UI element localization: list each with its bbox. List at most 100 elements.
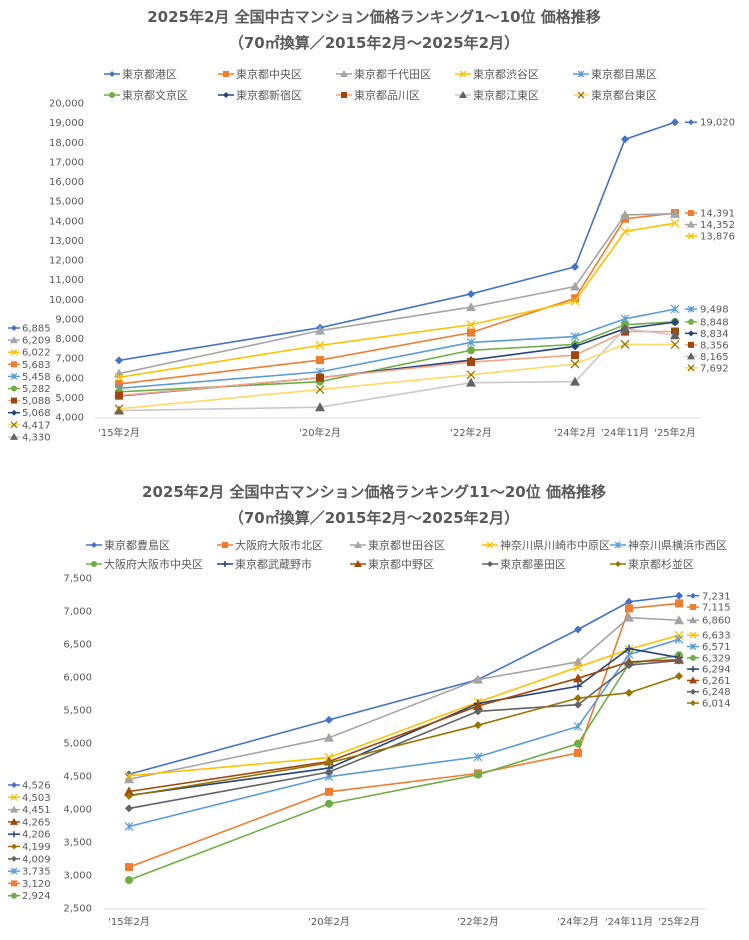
y-tick-label: 6,000 <box>63 673 92 684</box>
legend-marker-icon <box>614 541 622 549</box>
legend-marker-icon <box>577 70 585 78</box>
label-marker-icon <box>11 782 17 788</box>
label-marker-icon <box>687 364 695 372</box>
series-line <box>128 594 680 776</box>
data-point <box>125 791 133 800</box>
end-value-text: 14,352 <box>700 220 735 231</box>
data-point <box>316 356 324 365</box>
data-point <box>124 771 134 781</box>
label-marker-icon <box>10 793 18 801</box>
chart-1: 2025年2月 全国中古マンション価格ランキング1～10位 価格推移 （70㎡換… <box>8 8 735 443</box>
start-value-text: 6,209 <box>22 336 51 347</box>
data-point <box>574 694 582 703</box>
y-tick-label: 15,000 <box>49 197 84 208</box>
series-大阪府大阪市中央区 <box>125 651 683 885</box>
data-point <box>675 672 683 681</box>
y-tick-label: 4,500 <box>63 772 92 783</box>
data-point <box>466 320 476 330</box>
legend-label: 東京都中央区 <box>236 67 302 81</box>
start-value-label: 3,120 <box>8 879 51 890</box>
y-tick-label: 19,000 <box>49 118 84 129</box>
y-tick-label: 6,000 <box>55 373 84 384</box>
series-東京都武蔵野市 <box>125 644 683 800</box>
data-point <box>624 612 634 622</box>
data-point <box>467 289 475 298</box>
label-marker-icon <box>690 700 696 707</box>
series-東京都台東区 <box>114 339 680 414</box>
label-marker-icon <box>10 867 18 875</box>
data-point <box>325 787 333 796</box>
data-point <box>574 625 582 634</box>
legend-label: 東京都千代田区 <box>354 67 431 81</box>
x-tick-label: '20年2月 <box>299 426 341 439</box>
label-marker-icon <box>687 232 695 240</box>
start-value-text: 2,924 <box>22 891 51 902</box>
x-tick-label: '15年2月 <box>98 426 140 439</box>
end-value-label: 14,352 <box>685 220 735 231</box>
legend-marker-icon <box>341 92 347 98</box>
legend-marker-icon <box>223 71 229 77</box>
label-marker-icon <box>687 352 695 360</box>
y-tick-label: 5,500 <box>63 706 92 717</box>
start-value-text: 5,458 <box>22 372 51 383</box>
start-value-text: 6,885 <box>22 324 51 335</box>
legend-label: 神奈川県横浜市西区 <box>628 538 727 552</box>
data-point <box>573 673 583 683</box>
y-tick-label: 7,000 <box>55 354 84 365</box>
legend-marker-icon <box>109 71 115 77</box>
legend-label: 大阪府大阪市北区 <box>235 538 323 552</box>
data-point <box>325 799 333 808</box>
x-tick-label: '15年2月 <box>108 915 150 928</box>
legend-marker-icon <box>340 70 348 77</box>
y-tick-label: 4,000 <box>63 805 92 816</box>
data-point <box>574 682 582 691</box>
label-marker-icon <box>11 855 17 862</box>
series-東京都墨田区 <box>125 656 683 813</box>
legend-marker-icon <box>222 561 228 567</box>
label-marker-icon <box>11 831 17 838</box>
legend-item: 東京都豊島区 <box>86 538 170 552</box>
label-marker-icon <box>690 666 696 673</box>
label-marker-icon <box>688 330 694 337</box>
data-point <box>473 674 483 684</box>
start-value-label: 4,330 <box>8 432 51 443</box>
data-point <box>473 701 483 711</box>
data-point <box>473 752 483 762</box>
data-point <box>114 404 124 414</box>
data-point <box>675 599 683 608</box>
label-marker-icon <box>10 817 18 825</box>
data-point <box>474 707 482 716</box>
legend-marker-icon <box>354 560 362 567</box>
series-line <box>118 213 676 375</box>
end-value-label: 6,014 <box>687 699 731 710</box>
end-value-label: 6,860 <box>687 616 731 627</box>
start-value-text: 3,735 <box>22 867 51 878</box>
start-value-label: 4,265 <box>8 817 51 828</box>
data-point <box>466 370 476 380</box>
end-value-label: 7,115 <box>687 603 731 614</box>
data-point <box>115 379 123 388</box>
start-value-label: 6,209 <box>8 336 51 347</box>
series-line <box>118 121 676 362</box>
legend-item: 東京都文京区 <box>104 88 188 102</box>
end-value-label: 8,848 <box>685 317 729 328</box>
start-value-text: 4,009 <box>22 854 51 865</box>
end-value-label: 19,020 <box>685 118 735 129</box>
legend-label: 東京都墨田区 <box>500 557 566 571</box>
legend-label: 東京都目黒区 <box>591 67 657 81</box>
y-tick-label: 6,500 <box>63 640 92 651</box>
data-point <box>571 262 579 271</box>
series-line <box>128 675 680 797</box>
end-value-text: 7,692 <box>700 363 729 374</box>
data-point <box>573 722 583 731</box>
start-value-label: 3,735 <box>8 867 51 878</box>
legend-item: 東京都品川区 <box>336 88 420 102</box>
legend-marker-icon <box>459 70 467 78</box>
label-marker-icon <box>688 318 694 325</box>
end-value-label: 6,329 <box>687 653 731 664</box>
end-value-label: 8,356 <box>685 340 729 351</box>
label-marker-icon <box>688 341 694 348</box>
data-point <box>124 774 134 784</box>
end-value-text: 6,329 <box>702 653 731 664</box>
data-point <box>674 634 684 644</box>
